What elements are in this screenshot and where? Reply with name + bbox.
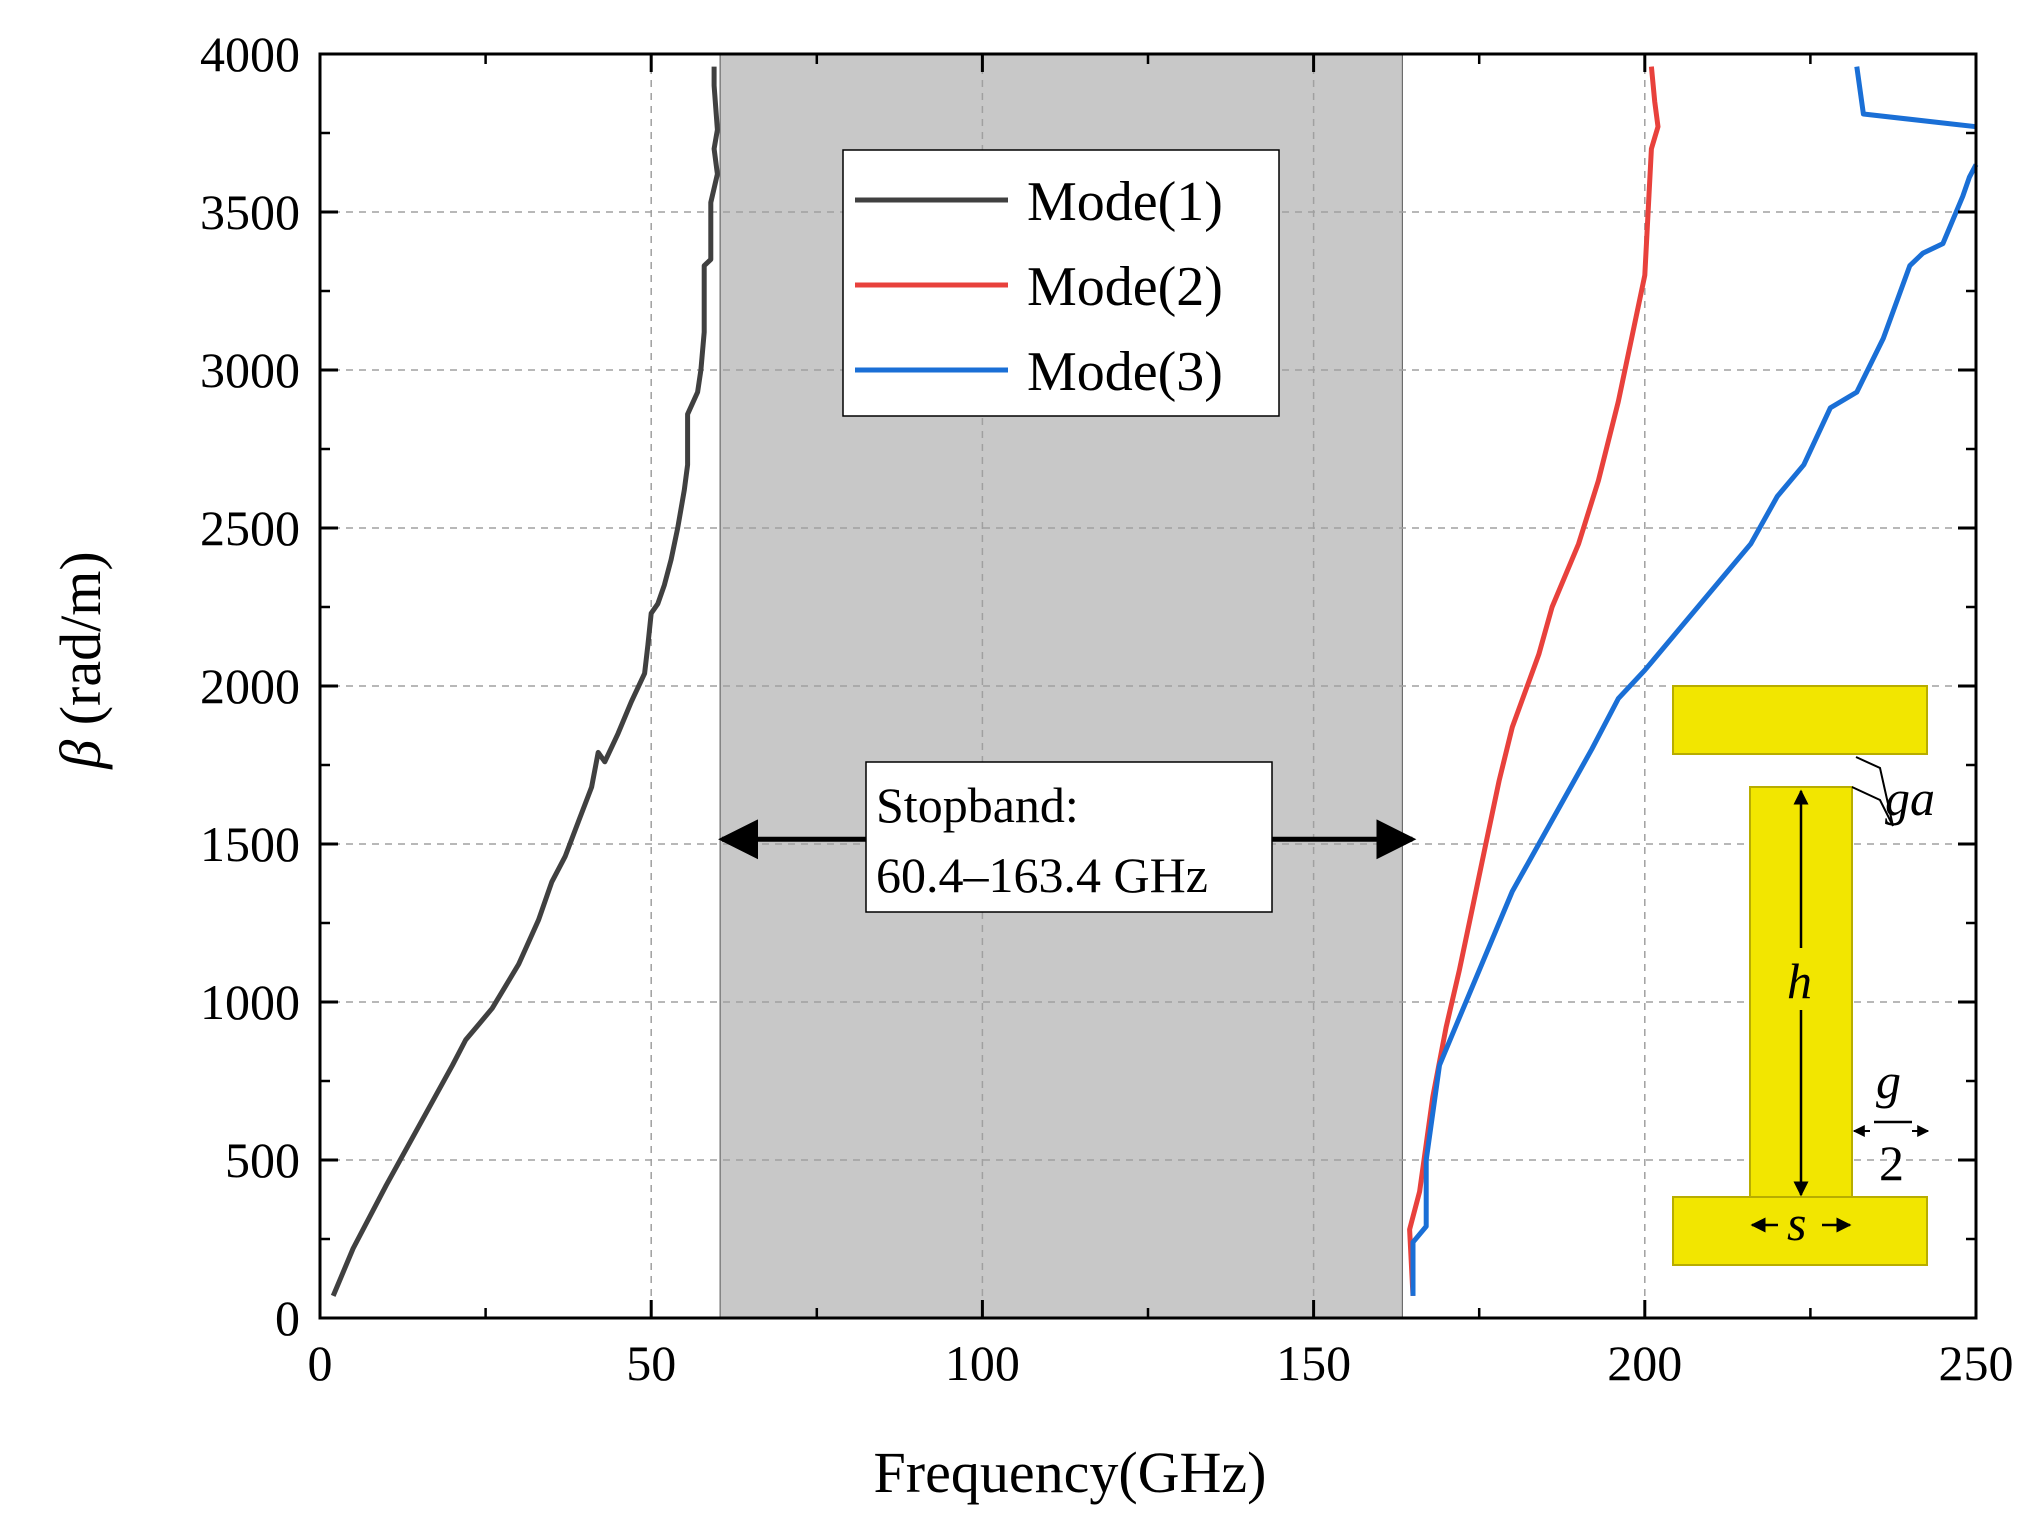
stopband-label-line2: 60.4–163.4 GHz — [876, 847, 1208, 903]
y-axis-title: β (rad/m) — [48, 551, 113, 769]
stopband-label-line1: Stopband: — [876, 777, 1079, 833]
series-lines — [330, 66, 1979, 1297]
inset-top-bar — [1672, 685, 1928, 755]
y-tick-label-3: 1500 — [200, 816, 300, 872]
legend-label-mode2: Mode(2) — [1027, 256, 1223, 318]
series-line-3 — [1854, 66, 1977, 130]
legend: Mode(1) Mode(2) Mode(3) — [842, 149, 1280, 417]
legend-label-mode1: Mode(1) — [1027, 171, 1223, 233]
y-axis-unit: (rad/m) — [48, 551, 113, 739]
inset-label-g: g — [1876, 1053, 1901, 1109]
series-line-1 — [1407, 66, 1661, 1297]
series-line-2 — [1410, 163, 1979, 1296]
legend-label-mode3: Mode(3) — [1027, 341, 1223, 403]
y-tick-label-2: 1000 — [200, 974, 300, 1030]
x-tick-label-4: 200 — [1607, 1335, 1682, 1391]
axis-ticks: 0 50 100 150 200 2500500100015002000250030003… — [200, 26, 2014, 1391]
x-tick-label-2: 100 — [945, 1335, 1020, 1391]
inset-bottom-bar — [1672, 1196, 1928, 1266]
y-tick-label-1: 500 — [225, 1132, 300, 1188]
x-tick-label-1: 50 — [626, 1335, 676, 1391]
y-tick-label-4: 2000 — [200, 658, 300, 714]
unit-cell-inset: ga h g 2 s — [1672, 685, 1935, 1266]
y-tick-label-7: 3500 — [200, 184, 300, 240]
inset-label-ga: ga — [1885, 770, 1935, 826]
inset-label-s: s — [1787, 1195, 1806, 1251]
inset-label-two: 2 — [1879, 1135, 1904, 1191]
x-tick-label-0: 0 — [308, 1335, 333, 1391]
series-line-0 — [330, 66, 720, 1297]
stopband-label-box — [865, 761, 1273, 913]
stopband-annotation: Stopband: 60.4–163.4 GHz — [718, 761, 1417, 913]
y-axis-symbol: β — [48, 740, 113, 770]
y-tick-label-6: 3000 — [200, 342, 300, 398]
inset-label-h: h — [1787, 953, 1812, 1009]
y-tick-label-8: 4000 — [200, 26, 300, 82]
x-axis-title: Frequency(GHz) — [874, 1440, 1267, 1505]
x-tick-label-3: 150 — [1276, 1335, 1351, 1391]
y-tick-label-0: 0 — [275, 1290, 300, 1346]
x-tick-label-5: 250 — [1939, 1335, 2014, 1391]
inset-ga-leader — [1851, 756, 1894, 827]
y-tick-label-5: 2500 — [200, 500, 300, 556]
